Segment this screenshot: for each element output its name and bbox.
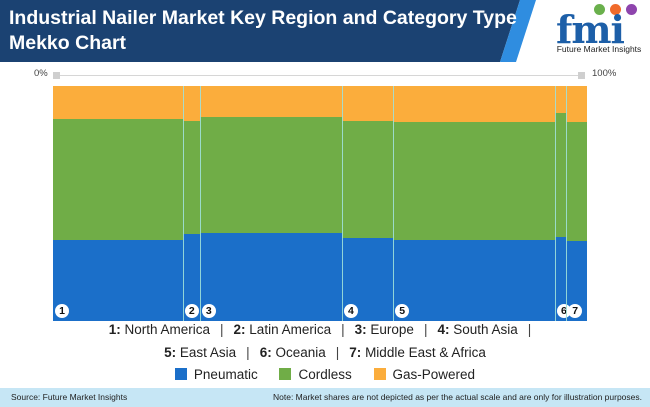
logo-tagline: Future Market Insights <box>556 44 642 54</box>
legend-item-pneumatic: Pneumatic <box>174 367 258 382</box>
column-number-badge: 2 <box>184 304 199 318</box>
region-key-row-1: 1: North America | 2: Latin America | 3: Eur… <box>108 322 532 337</box>
legend-item-cordless: Cordless <box>279 367 352 382</box>
region-key-7: 7: Middle East & Africa <box>349 345 486 360</box>
mekko-column-7 <box>566 85 587 321</box>
logo-dot-purple-icon <box>626 4 637 15</box>
segment-pneumatic <box>554 236 567 321</box>
fmi-logo: fmi Future Market Insights <box>552 4 646 58</box>
column-number-badge: 6 <box>556 304 571 318</box>
column-number-badge: 1 <box>55 304 69 318</box>
column-divider <box>393 86 395 321</box>
segment-cordless <box>393 121 555 240</box>
segment-cordless <box>199 116 342 233</box>
segment-pneumatic <box>566 240 587 321</box>
x-axis-line <box>57 75 581 76</box>
column-divider <box>341 86 343 321</box>
axis-label-0: 0% <box>34 68 48 79</box>
segment-pneumatic <box>199 232 342 321</box>
chart-title: Industrial Nailer Market Key Region and … <box>9 7 517 54</box>
header-banner: Industrial Nailer Market Key Region and … <box>0 0 650 62</box>
region-key-4: 4: South Asia <box>437 322 518 337</box>
axis-tick-left <box>53 72 60 79</box>
column-divider <box>199 86 201 321</box>
footer-bar: Source: Future Market Insights Note: Mar… <box>0 388 650 407</box>
region-key-1: 1: North America <box>108 322 210 337</box>
segment-pneumatic <box>182 233 200 321</box>
note-text: Note: Market shares are not depicted as … <box>272 392 642 402</box>
region-key-5: 5: East Asia <box>164 345 237 360</box>
segment-pneumatic <box>53 239 183 321</box>
segment-pneumatic <box>393 239 555 321</box>
logo-letters: fmi <box>556 7 625 52</box>
region-key-3: 3: Europe <box>354 322 414 337</box>
logo-dot-green-icon <box>594 4 605 15</box>
segment-gas-powered <box>341 85 394 122</box>
logo-dot-orange-icon <box>610 4 621 15</box>
segment-gas-powered <box>53 85 183 119</box>
mekko-column-3 <box>199 85 342 321</box>
column-number-badge: 4 <box>343 304 358 318</box>
column-number-badge: 5 <box>395 304 410 318</box>
column-divider <box>566 86 568 321</box>
segment-gas-powered <box>199 85 342 118</box>
column-divider <box>554 86 556 321</box>
segment-cordless <box>566 121 587 242</box>
mekko-column-2 <box>182 85 200 321</box>
segment-gas-powered <box>182 85 200 122</box>
segment-gas-powered <box>566 85 587 122</box>
mekko-chart <box>53 85 587 321</box>
header-background <box>0 0 536 62</box>
segment-cordless <box>53 118 183 240</box>
axis-label-100: 100% <box>592 68 617 79</box>
mekko-column-1 <box>53 85 183 321</box>
segment-cordless <box>554 112 567 238</box>
gas-powered-swatch-icon <box>373 368 386 380</box>
legend-item-gas-powered: Gas-Powered <box>373 367 475 382</box>
pneumatic-swatch-icon <box>174 368 187 380</box>
cordless-swatch-icon <box>279 368 292 380</box>
region-key-row-2: 5: East Asia | 6: Oceania | 7: Middle East &… <box>164 345 486 360</box>
chart-legend: Pneumatic Cordless Gas-Powered <box>0 367 650 382</box>
region-key-6: 6: Oceania <box>259 345 326 360</box>
segment-cordless <box>341 120 394 239</box>
source-text: Source: Future Market Insights <box>11 392 128 402</box>
column-number-badge: 3 <box>201 304 216 318</box>
mekko-column-4 <box>341 85 394 321</box>
mekko-column-5 <box>393 85 555 321</box>
column-divider <box>182 86 184 321</box>
segment-gas-powered <box>393 85 555 122</box>
column-number-badge: 7 <box>568 304 583 318</box>
segment-gas-powered <box>554 85 567 114</box>
axis-tick-right <box>578 72 585 79</box>
mekko-column-6 <box>554 85 567 321</box>
region-key-2: 2: Latin America <box>233 322 332 337</box>
segment-cordless <box>182 120 200 235</box>
